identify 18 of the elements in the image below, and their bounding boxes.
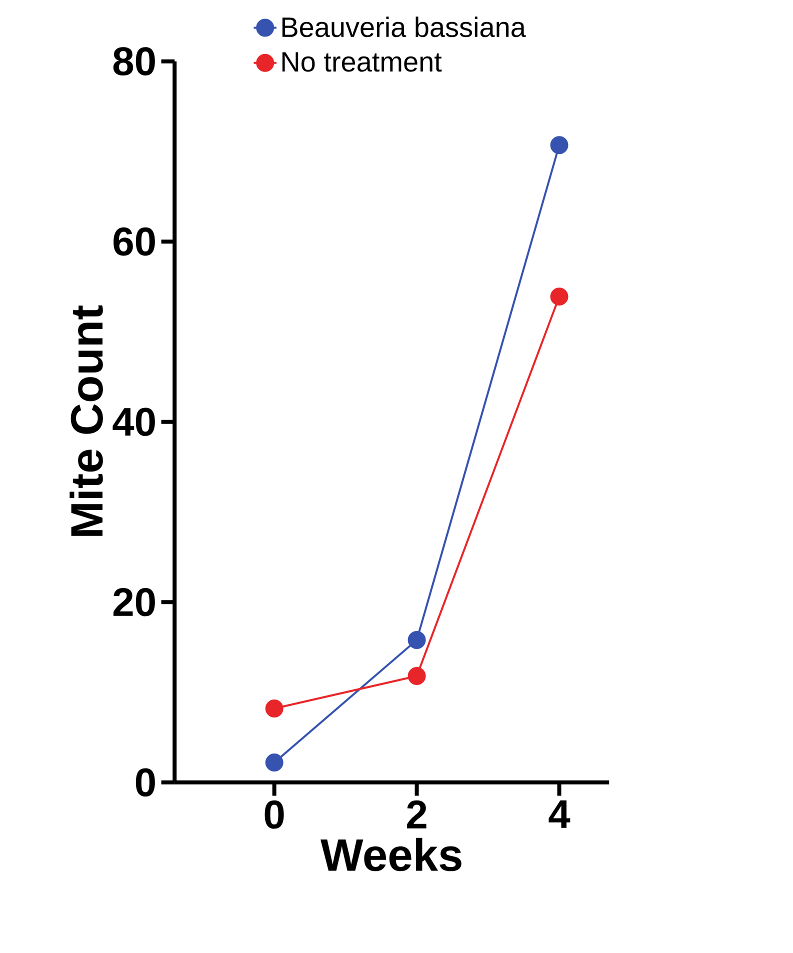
x-tick-label: 4 — [548, 800, 570, 828]
legend-label: Beauveria bassiana — [282, 16, 526, 38]
y-tick-label: 80 — [113, 47, 155, 76]
x-tick-label: 0 — [264, 800, 284, 829]
point — [408, 630, 426, 649]
y-tick-label: 0 — [136, 768, 155, 797]
y-tick-label: 60 — [114, 227, 155, 256]
point — [550, 136, 568, 154]
y-tick-label: 40 — [112, 408, 155, 436]
point — [408, 667, 426, 686]
legend-label: No treatment — [282, 52, 442, 72]
point — [550, 288, 568, 306]
y-axis-title: Mite Count — [70, 305, 103, 536]
x-tick-label: 2 — [407, 800, 426, 828]
point — [265, 699, 284, 718]
x-axis-title: Weeks — [320, 838, 462, 872]
point — [265, 754, 284, 772]
y-tick-label: 20 — [113, 588, 155, 616]
